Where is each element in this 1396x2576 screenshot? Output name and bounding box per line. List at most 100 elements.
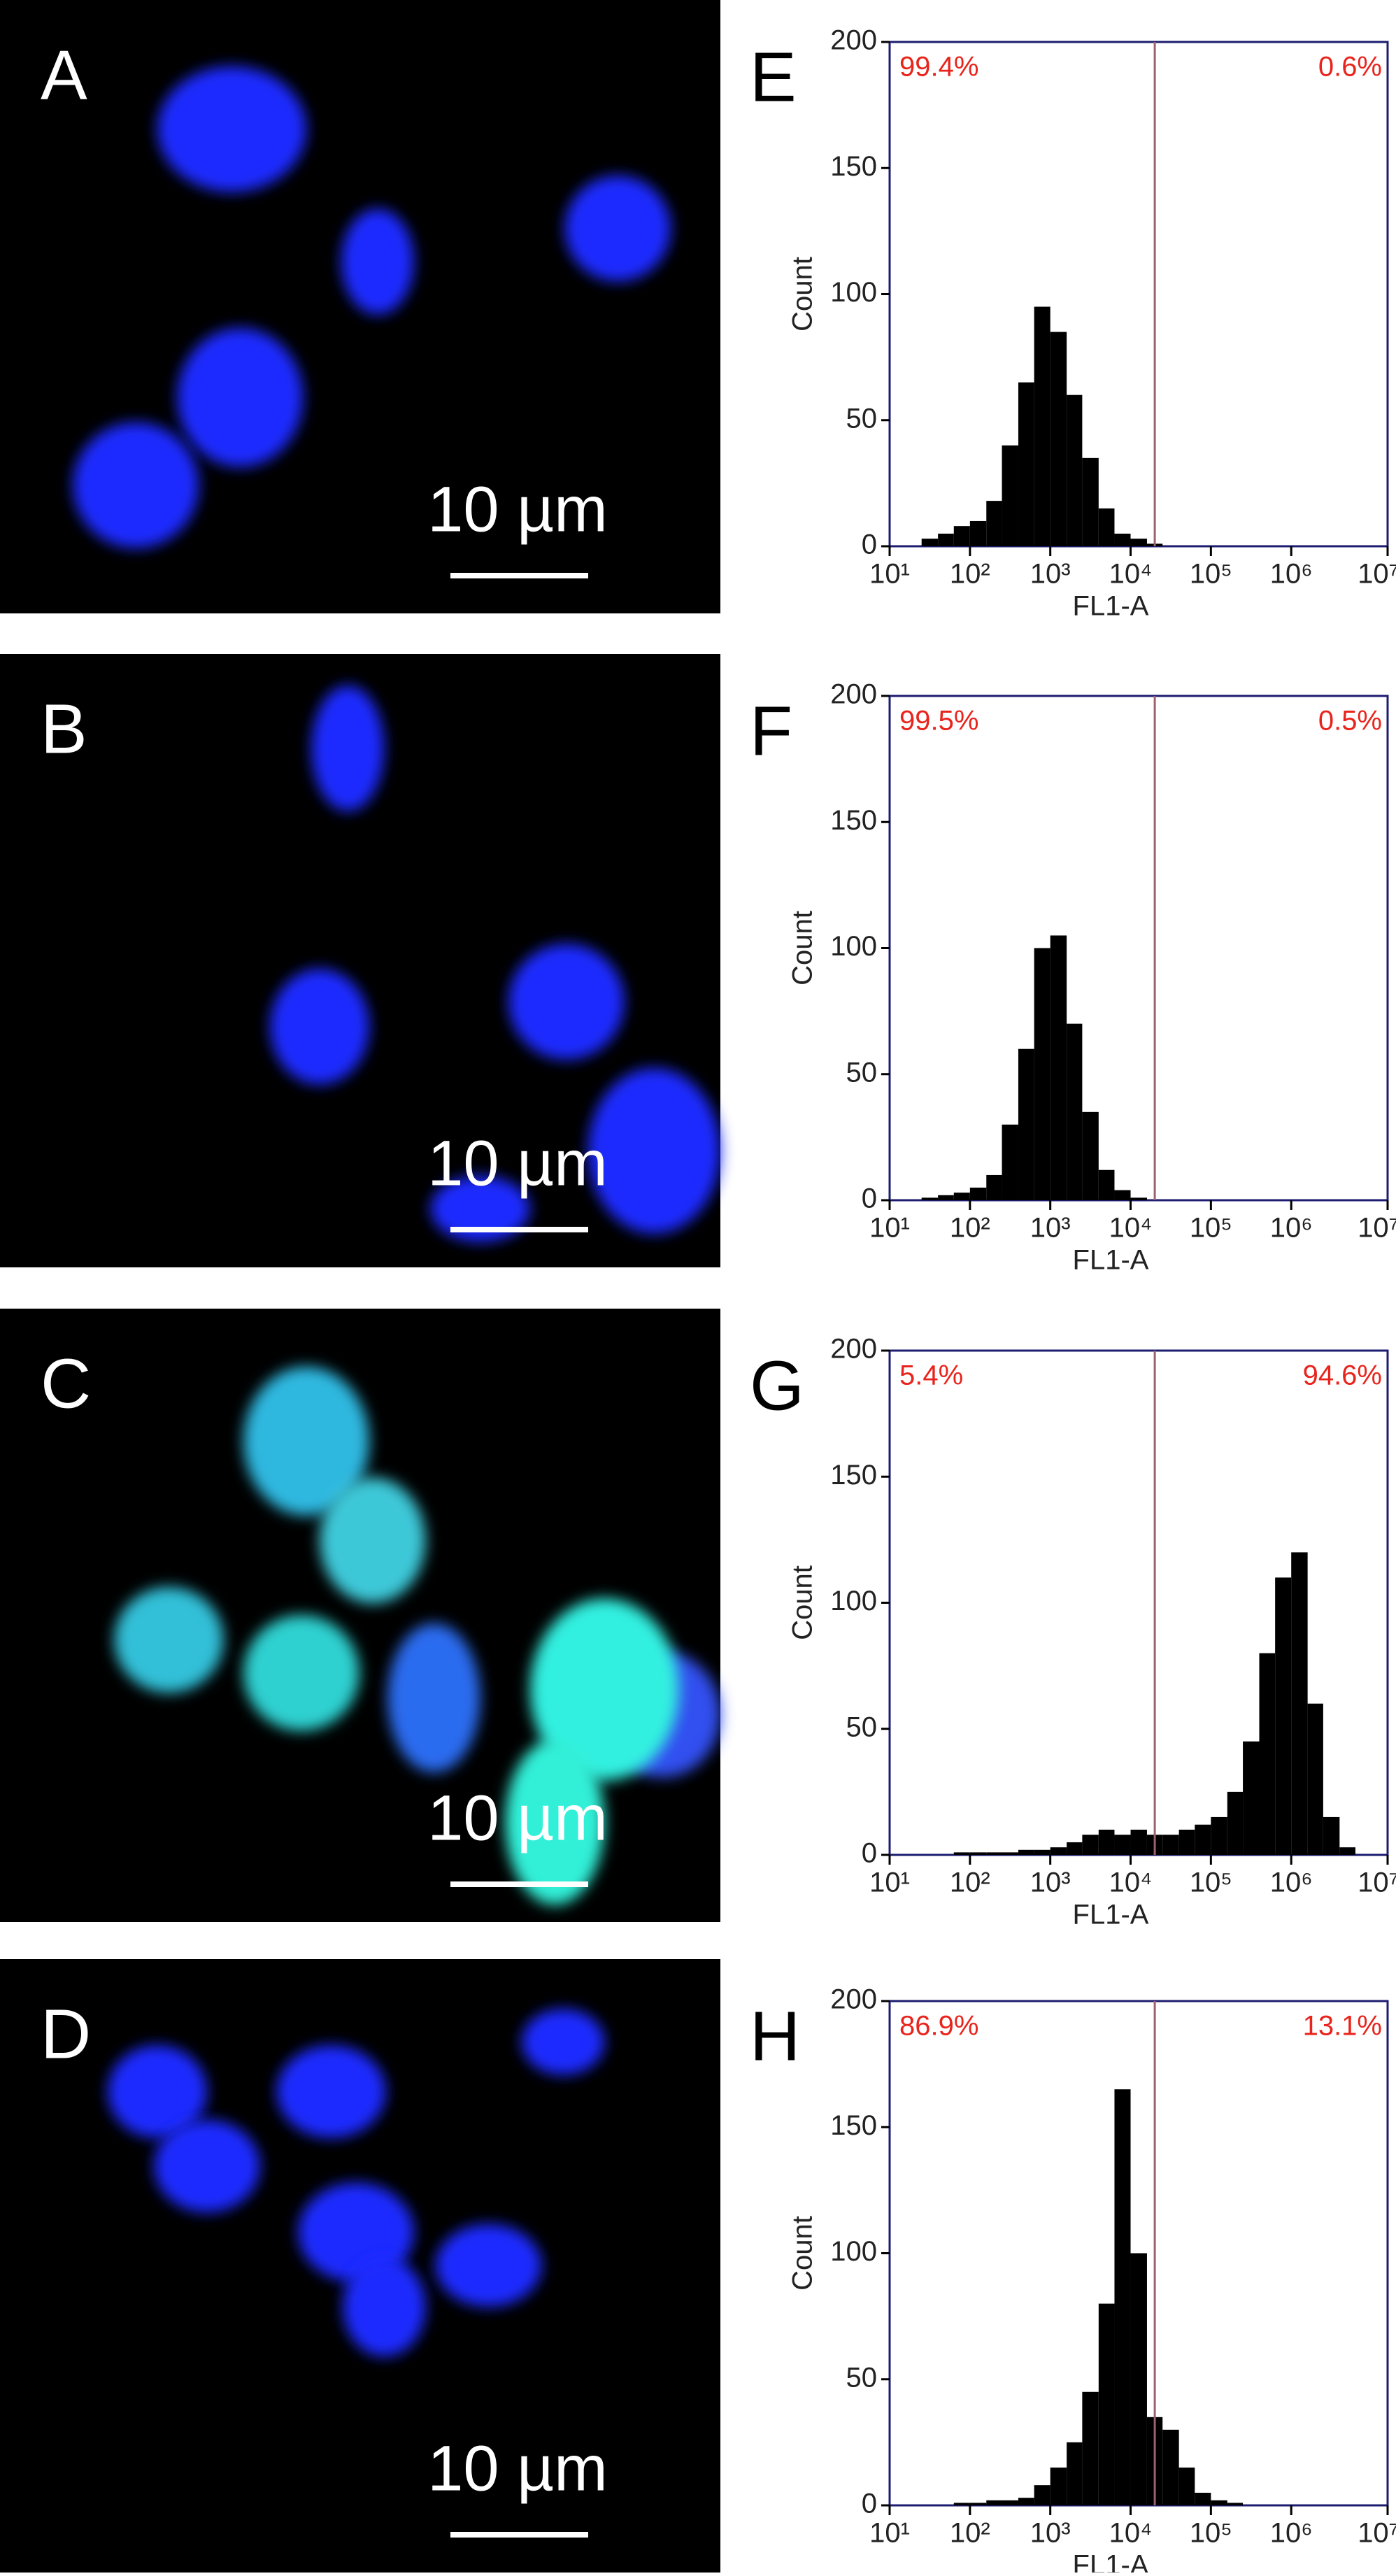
histogram-bar [953,2503,970,2505]
histogram-bar [1130,1197,1147,1200]
y-tick-label: 100 [830,931,877,962]
gate-annotation: 0.6% [1318,52,1382,83]
x-axis-label: FL1-A [1073,1245,1149,1276]
histogram-bar [1034,2485,1050,2505]
x-tick-label: 10⁵ [1190,1213,1232,1244]
histogram-bar [938,533,954,546]
histogram-bar [1082,457,1099,546]
histogram-bar [1082,1111,1099,1200]
cell-nucleus [243,1615,359,1731]
histogram-bar [969,2503,987,2505]
y-tick-label: 50 [846,1057,878,1088]
scale-bar-label: 10 µm [427,1127,608,1199]
cell-nucleus [269,968,370,1085]
histogram-bar [1018,382,1034,546]
x-tick-label: 10¹ [869,1213,910,1244]
x-tick-label: 10⁶ [1270,559,1313,590]
histogram-bar [1114,2089,1131,2505]
scale-bar-label: 10 µm [427,2433,608,2504]
y-axis-label: Count [788,1565,818,1640]
x-tick-label: 10² [950,2518,990,2549]
scale-bar [450,2532,588,2538]
cell-nucleus [529,1598,679,1781]
histogram-bar [1195,2492,1211,2505]
y-tick-label: 50 [846,403,878,434]
histogram-bar [1195,1824,1211,1855]
histogram-bar [1050,1847,1067,1855]
histogram-bar [1323,1816,1340,1855]
histogram-bar [986,1852,1002,1855]
y-tick-label: 100 [830,277,877,308]
histogram-bar [938,1195,954,1200]
histogram-bar [1067,1023,1083,1200]
x-tick-label: 10⁷·² [1358,2518,1396,2549]
y-tick-label: 150 [830,805,877,836]
histogram-bar [1018,1849,1034,1855]
x-tick-label: 10² [950,1213,990,1244]
histogram-bar [1018,1048,1034,1200]
gate-annotation: 94.6% [1303,1360,1382,1391]
histogram-bar [1034,948,1050,1200]
y-tick-label: 200 [830,25,877,56]
histogram-bar [986,2500,1002,2505]
cell-nucleus [521,2009,605,2075]
micrograph: B 10 µm [0,654,721,1267]
panel-label: H [750,1997,800,2075]
histogram-bar [953,1852,970,1855]
histogram-bar [1050,2467,1067,2505]
histogram-bar [1307,1703,1323,1855]
histogram-bar [1130,1829,1147,1855]
x-tick-label: 10⁷·² [1358,1213,1396,1244]
cell-nucleus [435,2223,542,2307]
histogram-bar [1114,1835,1131,1855]
cell-nucleus [564,176,671,282]
y-tick-label: 150 [830,1460,877,1490]
x-tick-label: 10⁷·² [1358,1867,1396,1898]
cell-nucleus [177,327,304,467]
histogram-bar [986,1174,1002,1200]
micrograph: D 10 µm [0,1959,720,2573]
histogram-chart: G 0 50 100 150 200 10¹ 10² 10³ 10⁴ 10⁵ 10⁶ 10⁷·² 5.4%… [750,1334,1396,1930]
y-axis-label: Count [788,257,818,332]
histogram-bar [1114,533,1131,546]
gate-annotation: 13.1% [1303,2011,1382,2042]
histogram-bar [1291,1552,1308,1855]
histogram-bar [1130,539,1147,546]
histogram-bar [1339,1847,1355,1855]
panel-label: D [41,1995,91,2073]
histogram-bar [1050,935,1067,1200]
y-tick-label: 150 [830,151,877,182]
panel-label: B [41,690,87,768]
histogram-bar [1002,1852,1018,1855]
cell-nucleus [276,2045,386,2138]
histogram-bar [969,520,987,546]
cell-nucleus [73,422,199,548]
gate-annotation: 99.4% [899,52,978,83]
x-tick-label: 10⁶ [1270,1213,1313,1244]
cell-nucleus [157,66,307,192]
y-tick-label: 0 [862,1838,877,1869]
cell-nucleus [430,1175,530,1242]
scale-bar [450,1227,588,1232]
histogram-bar [1275,1577,1292,1855]
y-axis-label: Count [788,2216,818,2291]
x-tick-label: 10⁶ [1270,2518,1313,2549]
histogram-chart: H 0 50 100 150 200 10¹ 10² 10³ 10⁴ 10⁵ 10⁶ 10⁷·² 86.9… [750,1984,1396,2576]
y-tick-label: 200 [830,1334,877,1365]
scale-bar [450,573,588,578]
cell-nucleus [107,2045,207,2138]
histogram-bar [1259,1653,1276,1855]
y-tick-label: 50 [846,1712,878,1742]
histogram-bar [1067,394,1083,546]
cell-nucleus [387,1623,480,1773]
x-tick-label: 10⁶ [1270,1867,1313,1898]
panel-label: G [750,1346,804,1425]
histogram-chart: E 0 50 100 150 200 10¹ 10² 10³ 10⁴ 10⁵ 10⁶ 10⁷·² 99.4… [750,25,1396,622]
y-tick-label: 200 [830,1984,877,2015]
histogram-bar [1082,1835,1099,1855]
x-tick-label: 10³ [1030,1867,1071,1898]
histogram-bar [1098,508,1115,546]
histogram-bar [1114,1190,1131,1200]
histogram-bar [1050,332,1067,546]
